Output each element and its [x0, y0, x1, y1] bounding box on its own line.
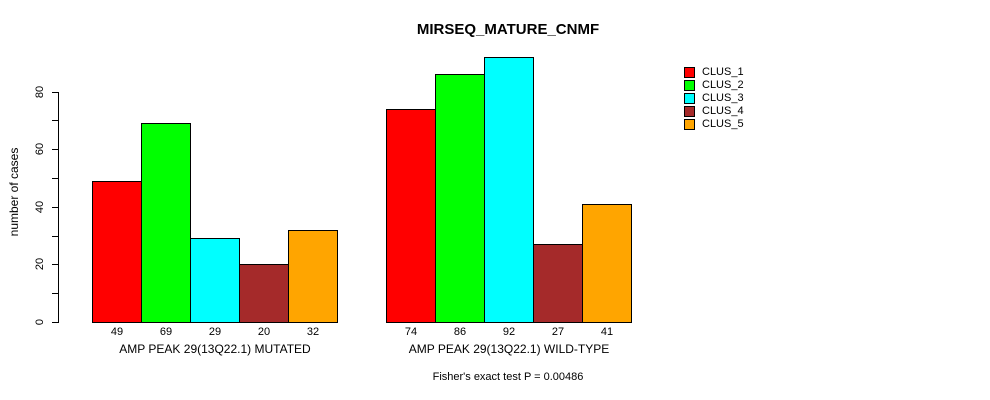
legend-color-swatch: [684, 80, 695, 91]
y-axis-tick: [52, 92, 58, 93]
legend-color-swatch: [684, 67, 695, 78]
y-axis-title: number of cases: [7, 147, 21, 237]
legend-color-swatch: [684, 93, 695, 104]
y-axis-tick: [52, 207, 58, 208]
x-group-label: AMP PEAK 29(13Q22.1) WILD-TYPE: [408, 342, 610, 356]
bar-value-label: 27: [551, 326, 565, 338]
bar-clus_3-wild-type: [484, 57, 534, 323]
bar-value-label: 92: [502, 326, 516, 338]
bar-value-label: 69: [159, 326, 173, 338]
y-axis-tick-label: 60: [34, 142, 46, 156]
legend-item: CLUS_2: [684, 80, 744, 91]
bar-value-label: 32: [306, 326, 320, 338]
bar-clus_2-wild-type: [435, 74, 485, 323]
legend-label: CLUS_3: [702, 92, 744, 104]
bar-value-label: 41: [600, 326, 614, 338]
x-group-label: AMP PEAK 29(13Q22.1) MUTATED: [119, 342, 311, 356]
y-axis-tick: [52, 293, 58, 294]
bar-clus_5-mutated: [288, 230, 338, 323]
legend-label: CLUS_2: [702, 79, 744, 91]
bar-clus_1-mutated: [92, 181, 142, 323]
bar-clus_1-wild-type: [386, 109, 436, 323]
bar-clus_3-mutated: [190, 238, 240, 323]
legend-item: CLUS_1: [684, 67, 744, 78]
legend-item: CLUS_4: [684, 106, 744, 117]
y-axis-tick-label: 80: [34, 85, 46, 99]
chart-title: MIRSEQ_MATURE_CNMF: [416, 21, 600, 38]
legend-label: CLUS_1: [702, 66, 744, 78]
bar-clus_4-wild-type: [533, 244, 583, 323]
legend: CLUS_1 CLUS_2 CLUS_3 CLUS_4 CLUS_5: [684, 67, 744, 132]
y-axis-tick: [52, 322, 58, 323]
y-axis-tick: [52, 149, 58, 150]
bar-value-label: 20: [257, 326, 271, 338]
legend-label: CLUS_5: [702, 118, 744, 130]
y-axis-tick-label: 20: [34, 257, 46, 271]
y-axis-tick: [52, 178, 58, 179]
legend-item: CLUS_5: [684, 119, 744, 130]
bar-clus_2-mutated: [141, 123, 191, 323]
y-axis-tick-label: 0: [34, 318, 46, 326]
legend-color-swatch: [684, 119, 695, 130]
bar-value-label: 74: [404, 326, 418, 338]
y-axis-tick: [52, 264, 58, 265]
bar-value-label: 29: [208, 326, 222, 338]
legend-item: CLUS_3: [684, 93, 744, 104]
y-axis-tick-label: 40: [34, 200, 46, 214]
bar-clus_5-wild-type: [582, 204, 632, 323]
y-axis-tick: [52, 236, 58, 237]
y-axis-line: [58, 92, 59, 323]
y-axis-tick: [52, 120, 58, 121]
legend-color-swatch: [684, 106, 695, 117]
bar-value-label: 86: [453, 326, 467, 338]
bar-value-label: 49: [110, 326, 124, 338]
fisher-test-annotation: Fisher's exact test P = 0.00486: [432, 371, 584, 383]
legend-label: CLUS_4: [702, 105, 744, 117]
bar-clus_4-mutated: [239, 264, 289, 323]
